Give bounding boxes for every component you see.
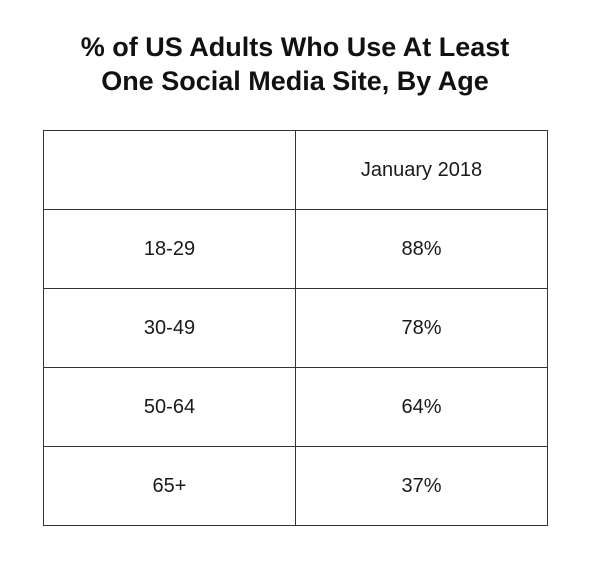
- data-table: January 2018 18-29 88% 30-49 78% 50-64 64% 65+…: [43, 130, 548, 526]
- header-row: January 2018: [43, 130, 548, 210]
- table-row: 65+ 37%: [43, 446, 548, 526]
- chart-title-line-2: One Social Media Site, By Age: [101, 66, 489, 96]
- percentage-cell: 37%: [295, 446, 548, 526]
- age-group-cell: 18-29: [43, 209, 296, 289]
- percentage-cell: 88%: [295, 209, 548, 289]
- chart-title: % of US Adults Who Use At Least One Soci…: [0, 30, 590, 98]
- age-group-cell: 50-64: [43, 367, 296, 447]
- header-cell-january-2018: January 2018: [295, 130, 548, 210]
- table-row: 50-64 64%: [43, 367, 548, 447]
- table-row: 18-29 88%: [43, 209, 548, 289]
- age-group-cell: 65+: [43, 446, 296, 526]
- percentage-cell: 78%: [295, 288, 548, 368]
- age-group-cell: 30-49: [43, 288, 296, 368]
- chart-title-line-1: % of US Adults Who Use At Least: [80, 32, 510, 62]
- percentage-cell: 64%: [295, 367, 548, 447]
- header-cell-empty: [43, 130, 296, 210]
- table-row: 30-49 78%: [43, 288, 548, 368]
